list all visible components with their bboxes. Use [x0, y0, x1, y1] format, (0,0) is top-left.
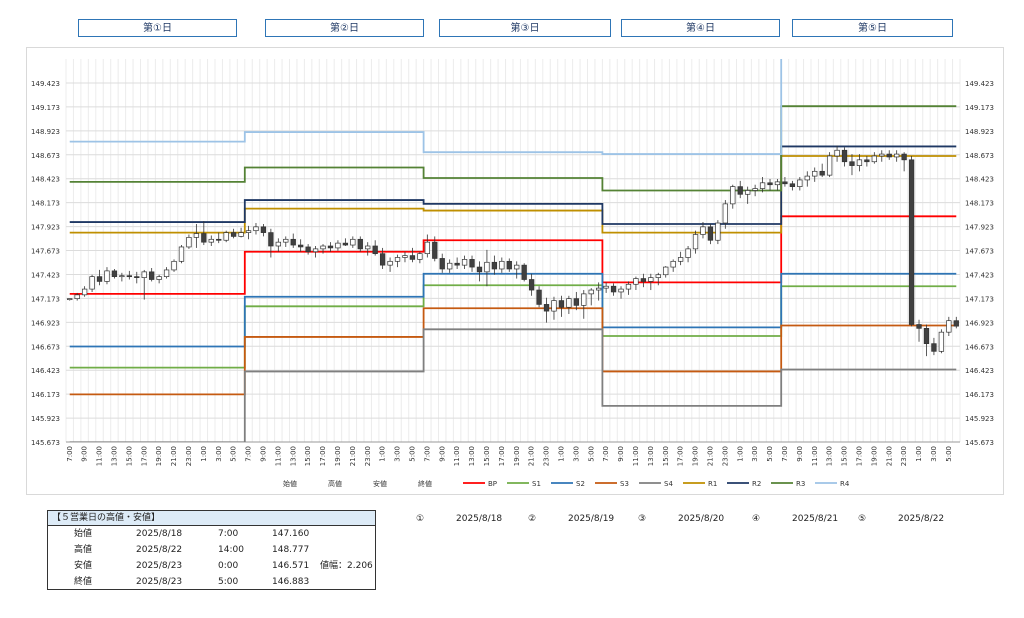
date-ref-num: ② — [528, 514, 537, 524]
summary-time: 0:00 — [218, 561, 239, 571]
summary-row: 安値 2025/8/23 0:00 146.571 値幅：2.206 — [48, 558, 375, 574]
summary-date: 2025/8/22 — [136, 545, 183, 555]
date-ref-date: 2025/8/21 — [792, 514, 839, 524]
date-ref-num: ④ — [752, 514, 761, 524]
summary-time: 7:00 — [218, 529, 239, 539]
date-ref: ① 2025/8/18 — [416, 514, 502, 524]
chart-frame — [26, 47, 1004, 495]
summary-row: 始値 2025/8/18 7:00 147.160 — [48, 526, 375, 542]
summary-row: 終値 2025/8/23 5:00 146.883 — [48, 574, 375, 590]
summary-date: 2025/8/23 — [136, 561, 183, 571]
date-ref: ⑤ 2025/8/22 — [858, 514, 944, 524]
date-ref: ③ 2025/8/20 — [638, 514, 724, 524]
summary-date: 2025/8/18 — [136, 529, 183, 539]
date-ref: ② 2025/8/19 — [528, 514, 614, 524]
day-label-3: 第③日 — [439, 19, 611, 37]
date-ref-date: 2025/8/20 — [678, 514, 725, 524]
day-label-1: 第①日 — [78, 19, 237, 37]
day-label-4: 第④日 — [621, 19, 780, 37]
date-ref-num: ③ — [638, 514, 647, 524]
summary-time: 5:00 — [218, 577, 239, 587]
summary-label: 始値 — [74, 529, 93, 539]
summary-label: 終値 — [74, 577, 93, 587]
summary-price: 146.883 — [272, 577, 310, 587]
date-ref-date: 2025/8/19 — [568, 514, 615, 524]
date-ref-num: ⑤ — [858, 514, 867, 524]
day-label-2: 第②日 — [265, 19, 424, 37]
summary-price: 147.160 — [272, 529, 310, 539]
summary-title: 【５営業日の高値・安値】 — [48, 511, 375, 526]
summary-time: 14:00 — [218, 545, 244, 555]
date-ref-date: 2025/8/22 — [898, 514, 945, 524]
date-ref: ④ 2025/8/21 — [752, 514, 838, 524]
summary-label: 安値 — [74, 561, 93, 571]
summary-extra: 値幅：2.206 — [320, 561, 373, 571]
summary-price: 148.777 — [272, 545, 310, 555]
date-ref-date: 2025/8/18 — [456, 514, 503, 524]
day-label-5: 第⑤日 — [792, 19, 953, 37]
summary-row: 高値 2025/8/22 14:00 148.777 — [48, 542, 375, 558]
summary-label: 高値 — [74, 545, 93, 555]
summary-date: 2025/8/23 — [136, 577, 183, 587]
summary-price: 146.571 — [272, 561, 310, 571]
summary-table: 【５営業日の高値・安値】 始値 2025/8/18 7:00 147.160 高… — [47, 510, 376, 590]
date-ref-num: ① — [416, 514, 425, 524]
